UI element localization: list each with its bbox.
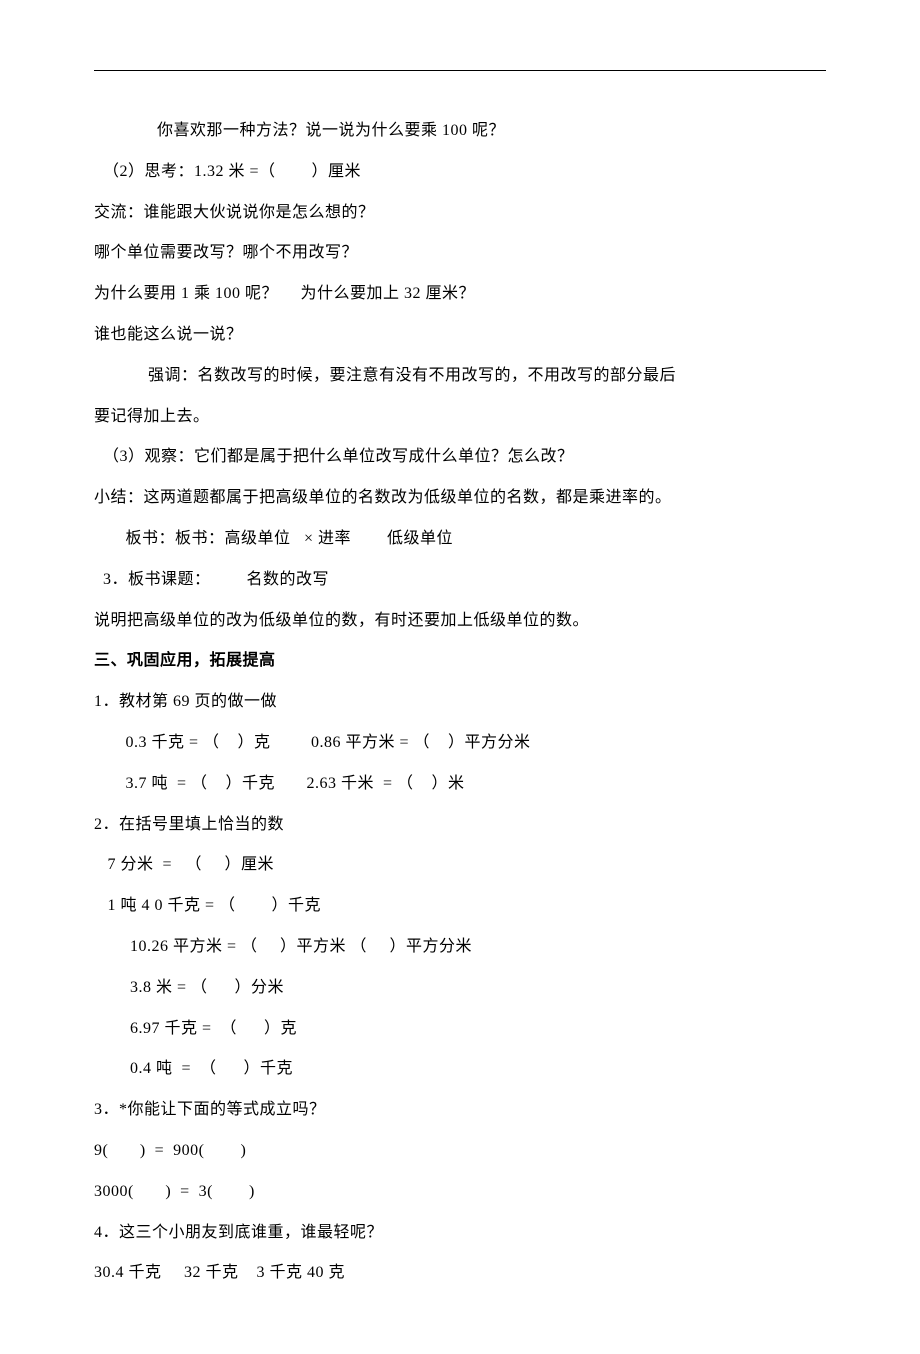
body-line: （2）思考：1.32 米 =（ ）厘米 <box>94 152 826 193</box>
section-heading: 三、巩固应用，拓展提高 <box>94 641 826 682</box>
body-line: 小结：这两道题都属于把高级单位的名数改为低级单位的名数，都是乘进率的。 <box>94 478 826 519</box>
body-line: 6.97 千克 = （ ）克 <box>94 1009 826 1050</box>
body-line: 要记得加上去。 <box>94 397 826 438</box>
body-line: 哪个单位需要改写？哪个不用改写？ <box>94 233 826 274</box>
body-line: 说明把高级单位的改为低级单位的数，有时还要加上低级单位的数。 <box>94 601 826 642</box>
body-line: 0.4 吨 = （ ）千克 <box>94 1049 826 1090</box>
body-line: 1 吨 4 0 千克 = （ ）千克 <box>94 886 826 927</box>
body-line: 1．教材第 69 页的做一做 <box>94 682 826 723</box>
body-line: 10.26 平方米 = （ ）平方米 （ ）平方分米 <box>94 927 826 968</box>
body-line: 3.8 米 = （ ）分米 <box>94 968 826 1009</box>
body-line: 3．*你能让下面的等式成立吗？ <box>94 1090 826 1131</box>
body-line: 强调：名数改写的时候，要注意有没有不用改写的，不用改写的部分最后 <box>94 356 826 397</box>
body-line: 4．这三个小朋友到底谁重，谁最轻呢？ <box>94 1213 826 1254</box>
top-rule <box>94 70 826 71</box>
body-line: 3000( ) = 3( ) <box>94 1172 826 1213</box>
body-line: 3.7 吨 = （ ）千克 2.63 千米 = （ ）米 <box>94 764 826 805</box>
body-line: 板书：板书：高级单位 × 进率 低级单位 <box>94 519 826 560</box>
body-line: （3）观察：它们都是属于把什么单位改写成什么单位？怎么改？ <box>94 437 826 478</box>
body-line: 9( ) = 900( ) <box>94 1131 826 1172</box>
body-line: 你喜欢那一种方法？说一说为什么要乘 100 呢？ <box>94 111 826 152</box>
body-line: 2．在括号里填上恰当的数 <box>94 805 826 846</box>
body-line: 0.3 千克 = （ ）克 0.86 平方米 = （ ）平方分米 <box>94 723 826 764</box>
body-line: 交流：谁能跟大伙说说你是怎么想的？ <box>94 193 826 234</box>
document-body: 你喜欢那一种方法？说一说为什么要乘 100 呢？ （2）思考：1.32 米 =（… <box>94 111 826 1294</box>
body-line: 谁也能这么说一说？ <box>94 315 826 356</box>
document-page: 你喜欢那一种方法？说一说为什么要乘 100 呢？ （2）思考：1.32 米 =（… <box>0 0 920 1354</box>
body-line: 7 分米 = （ ）厘米 <box>94 845 826 886</box>
body-line: 30.4 千克 32 千克 3 千克 40 克 <box>94 1253 826 1294</box>
body-line: 为什么要用 1 乘 100 呢？ 为什么要加上 32 厘米？ <box>94 274 826 315</box>
body-line: 3．板书课题： 名数的改写 <box>94 560 826 601</box>
